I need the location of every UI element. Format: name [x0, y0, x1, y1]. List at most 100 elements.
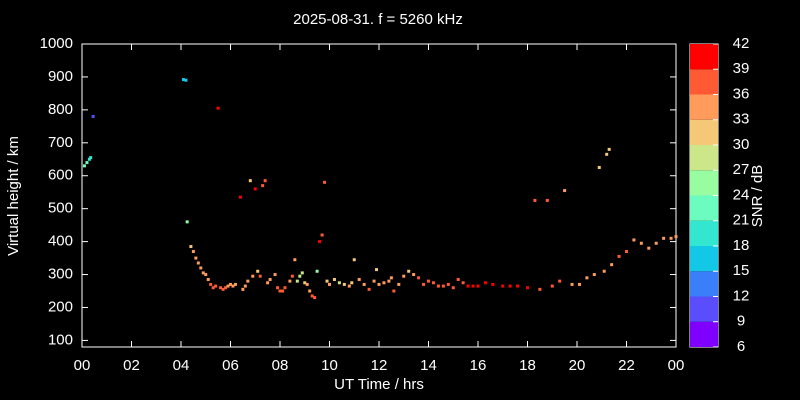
colorbar-segment	[690, 119, 718, 145]
scatter-point	[256, 269, 260, 273]
scatter-point	[196, 261, 200, 265]
scatter-point	[545, 198, 549, 202]
scatter-point	[362, 282, 366, 286]
y-tick-label: 200	[48, 298, 73, 315]
colorbar-segment	[690, 145, 718, 171]
scatter-point	[206, 277, 210, 281]
colorbar-segment	[690, 220, 718, 246]
scatter-point	[476, 284, 480, 288]
scatter-point	[214, 284, 218, 288]
scatter-point	[258, 274, 262, 278]
scatter-point	[320, 233, 324, 237]
scatter-point	[303, 281, 307, 285]
colorbar-segment	[690, 296, 718, 322]
scatter-point	[577, 282, 581, 286]
scatter-point	[342, 282, 346, 286]
scatter-point	[280, 289, 284, 293]
scatter-point	[436, 284, 440, 288]
scatter-point	[251, 274, 255, 278]
colorbar-tick-label: 15	[733, 262, 750, 279]
scatter-point	[221, 287, 225, 291]
x-tick-label: 22	[618, 357, 635, 374]
colorbar-segment	[690, 94, 718, 120]
scatter-point	[397, 282, 401, 286]
scatter-point	[402, 274, 406, 278]
scatter-point	[526, 286, 529, 290]
scatter-point	[219, 286, 223, 290]
scatter-point	[605, 152, 609, 156]
colorbar-segment	[690, 69, 718, 95]
colorbar-tick-label: 12	[733, 287, 750, 304]
colorbar-segment	[690, 195, 718, 221]
scatter-point	[201, 271, 205, 275]
scatter-point	[261, 184, 265, 188]
scatter-point	[91, 114, 95, 118]
scatter-point	[283, 286, 287, 290]
scatter-point	[382, 281, 386, 285]
colorbar-segment	[690, 321, 718, 347]
scatter-point	[308, 289, 312, 293]
scatter-point	[300, 271, 304, 275]
scatter-point	[224, 286, 228, 290]
scatter-point	[288, 279, 292, 283]
scatter-point	[674, 235, 678, 239]
scatter-point	[533, 198, 537, 202]
x-tick-label: 10	[321, 357, 338, 374]
colorbar-segment	[690, 44, 718, 70]
scatter-point	[315, 269, 319, 273]
x-tick-label: 04	[173, 357, 190, 374]
scatter-point	[266, 281, 270, 285]
scatter-point	[189, 245, 193, 249]
scatter-point	[372, 279, 376, 283]
scatter-point	[246, 279, 250, 283]
y-tick-label: 400	[48, 233, 73, 250]
scatter-point	[238, 195, 242, 199]
scatter-point	[204, 273, 208, 277]
scatter-point	[347, 284, 351, 288]
scatter-point	[466, 284, 470, 288]
scatter-point	[387, 279, 391, 283]
scatter-point	[216, 106, 220, 110]
scatter-point	[422, 282, 426, 286]
scatter-point	[592, 273, 596, 277]
x-tick-label: 12	[371, 357, 388, 374]
y-tick-label: 1000	[40, 35, 73, 52]
scatter-point	[293, 258, 297, 262]
scatter-point	[602, 269, 606, 273]
scatter-point	[585, 276, 589, 280]
scatter-point	[550, 284, 554, 288]
scatter-point	[367, 287, 371, 291]
scatter-point	[417, 276, 421, 280]
x-tick-label: 00	[668, 357, 685, 374]
scatter-point	[617, 254, 621, 258]
scatter-point	[352, 258, 356, 262]
scatter-point	[310, 294, 314, 298]
x-tick-label: 18	[519, 357, 536, 374]
scatter-point	[318, 240, 322, 244]
scatter-point	[273, 273, 277, 277]
y-tick-label: 500	[48, 200, 73, 217]
scatter-point	[441, 284, 445, 288]
x-tick-label: 08	[272, 357, 289, 374]
scatter-point	[610, 263, 614, 267]
scatter-point	[233, 282, 237, 286]
scatter-point	[392, 289, 396, 293]
scatter-point	[607, 147, 611, 151]
scatter-point	[451, 286, 455, 290]
x-tick-label: 02	[123, 357, 140, 374]
chart-title: 2025-08-31. f = 5260 kHz	[293, 11, 463, 28]
colorbar-tick-label: 36	[733, 85, 750, 102]
scatter-point	[295, 279, 299, 283]
scatter-point	[241, 287, 245, 291]
scatter-point	[253, 187, 257, 191]
scatter-point	[491, 282, 495, 286]
scatter-point	[85, 161, 89, 165]
scatter-point	[268, 277, 272, 281]
scatter-point	[231, 284, 235, 288]
y-tick-label: 800	[48, 101, 73, 118]
scatter-point	[501, 284, 505, 288]
colorbar-tick-label: 6	[737, 338, 745, 355]
y-tick-label: 600	[48, 167, 73, 184]
scatter-point	[461, 281, 465, 285]
